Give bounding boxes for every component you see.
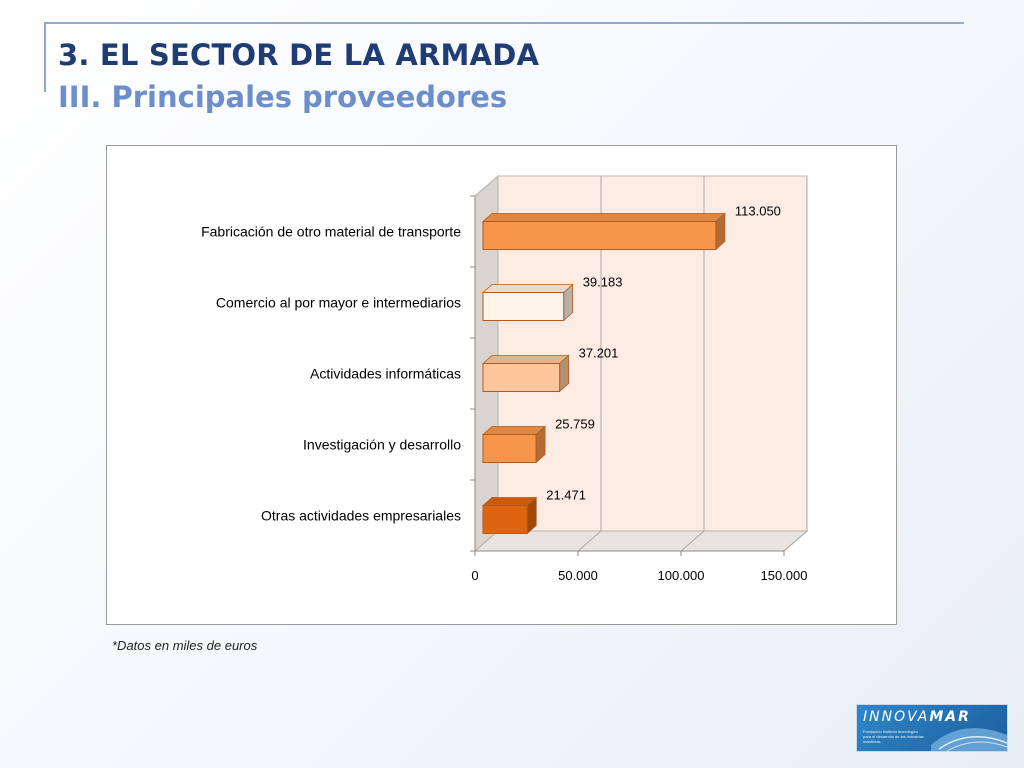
gridline-floor — [680, 530, 705, 552]
category-label: Investigación y desarrollo — [303, 437, 461, 453]
x-tick-label: 50.000 — [558, 568, 598, 583]
gridline-floor — [783, 530, 808, 552]
chart-frame: 0 50.000 100.000 150.000 Fabricación de otro… — [106, 145, 897, 625]
bar — [482, 221, 717, 250]
bar-chart: 0 50.000 100.000 150.000 Fabricación de otro… — [201, 174, 809, 583]
bar — [482, 292, 565, 321]
x-tick-label: 150.000 — [761, 568, 808, 583]
category-label: Actividades informáticas — [310, 366, 461, 382]
bar — [482, 505, 528, 534]
bar-top — [481, 284, 574, 293]
gridline-floor — [577, 530, 602, 552]
logo-wordmark: INNOVAMAR — [863, 709, 971, 725]
x-tick-label: 0 — [471, 568, 478, 583]
data-label: 21.471 — [546, 488, 586, 503]
wave-icon — [931, 728, 1007, 751]
header-top-rule — [44, 22, 964, 24]
logo-tagline: Fundación Instituto tecnológico para el … — [863, 729, 924, 744]
bar-top — [481, 213, 726, 222]
page-subtitle: III. Principales proveedores — [58, 80, 508, 114]
data-label: 39.183 — [583, 275, 623, 290]
x-tick-label: 100.000 — [658, 568, 705, 583]
header-side-rule — [44, 22, 46, 92]
bar-top — [481, 355, 570, 364]
category-label: Fabricación de otro material de transpor… — [201, 224, 461, 240]
data-label: 25.759 — [555, 417, 595, 432]
innovamar-logo: INNOVAMAR Fundación Instituto tecnológic… — [856, 704, 1008, 752]
bar — [482, 434, 537, 463]
category-label: Comercio al por mayor e intermediarios — [216, 295, 461, 311]
data-label: 37.201 — [579, 346, 619, 361]
footnote: *Datos en miles de euros — [112, 638, 258, 653]
category-label: Otras actividades empresariales — [261, 508, 461, 524]
data-label: 113.050 — [735, 204, 781, 219]
page-title: 3. EL SECTOR DE LA ARMADA — [58, 38, 540, 72]
bar-top — [481, 426, 547, 435]
bar — [482, 363, 561, 392]
